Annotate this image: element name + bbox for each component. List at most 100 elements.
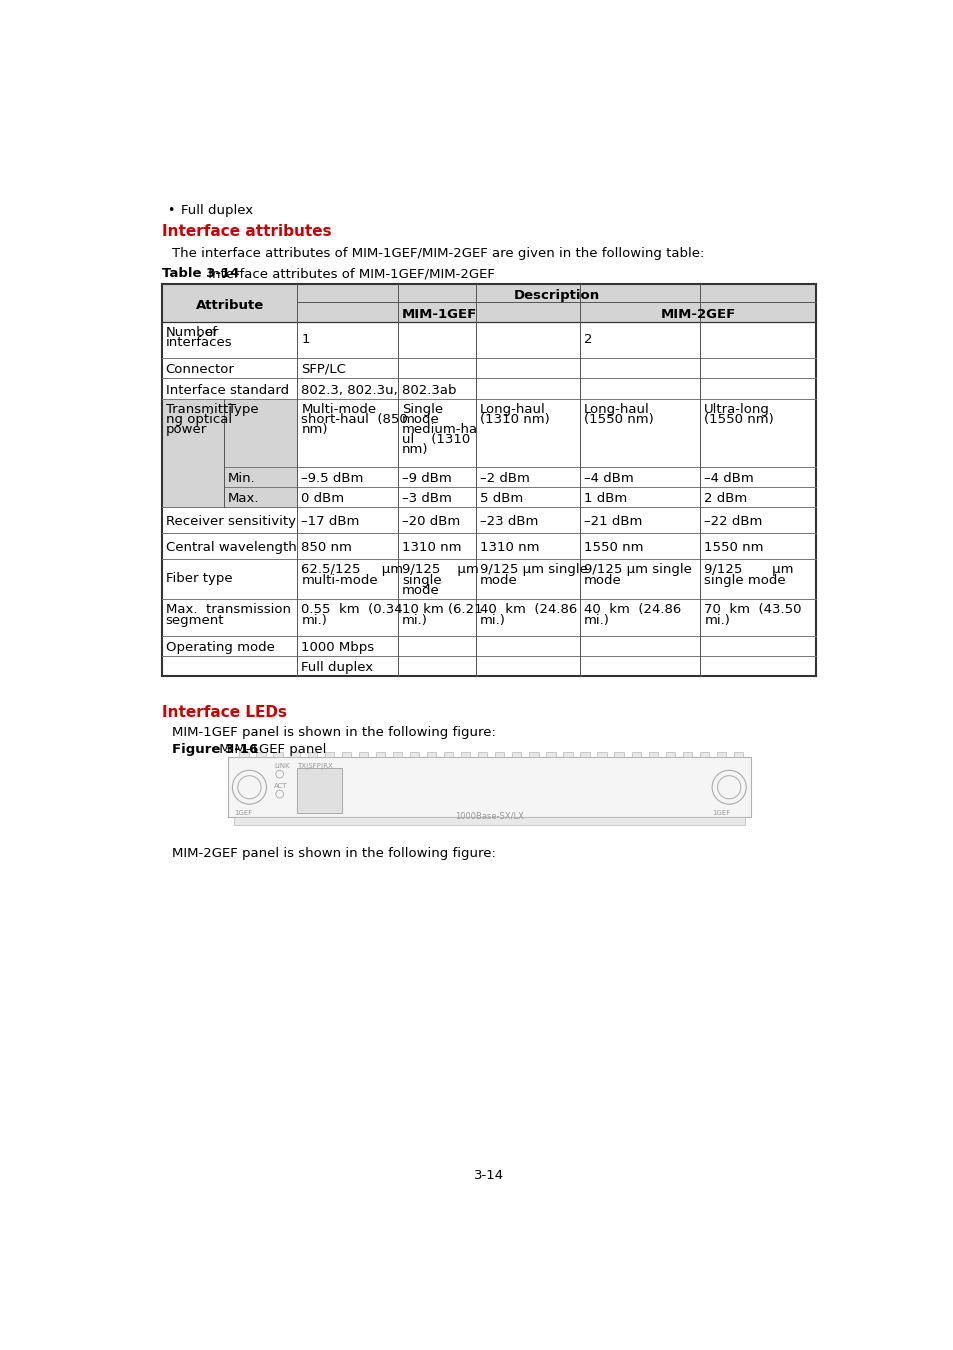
Bar <box>529 752 537 757</box>
Text: 1310 nm: 1310 nm <box>479 541 538 554</box>
Text: interfaces: interfaces <box>166 336 233 350</box>
Text: 40  km  (24.86: 40 km (24.86 <box>479 603 577 616</box>
Text: 3-14: 3-14 <box>474 1169 503 1183</box>
Bar <box>162 400 297 508</box>
Text: Interface standard: Interface standard <box>166 383 289 397</box>
Text: power: power <box>166 423 207 436</box>
Text: 2: 2 <box>583 333 592 346</box>
Text: –9.5 dBm: –9.5 dBm <box>301 471 363 485</box>
Bar <box>512 752 521 757</box>
Text: Table 3-14: Table 3-14 <box>162 267 239 281</box>
Text: Number: Number <box>166 325 219 339</box>
Text: Transmitti: Transmitti <box>166 404 232 416</box>
Text: Figure 3-16: Figure 3-16 <box>172 744 258 756</box>
Text: 70  km  (43.50: 70 km (43.50 <box>703 603 801 616</box>
Text: Long-haul: Long-haul <box>479 404 545 416</box>
Text: 9/125 µm single: 9/125 µm single <box>479 563 587 576</box>
Text: multi-mode: multi-mode <box>301 574 377 587</box>
Text: –4 dBm: –4 dBm <box>703 471 753 485</box>
Text: Description: Description <box>513 289 599 302</box>
Text: ul    (1310: ul (1310 <box>402 433 470 446</box>
Text: mi.): mi.) <box>583 614 610 626</box>
Bar <box>579 752 589 757</box>
Bar <box>443 752 453 757</box>
Bar <box>631 752 640 757</box>
Text: 1 dBm: 1 dBm <box>583 491 627 505</box>
Text: MIM-1GEF: MIM-1GEF <box>401 308 476 321</box>
Text: Full duplex: Full duplex <box>181 204 253 216</box>
Text: –21 dBm: –21 dBm <box>583 514 642 528</box>
Text: 850 nm: 850 nm <box>301 541 352 554</box>
Bar <box>699 752 708 757</box>
Bar <box>375 752 385 757</box>
Text: Max.: Max. <box>228 491 259 505</box>
Text: ACT: ACT <box>274 783 288 790</box>
Text: Long-haul: Long-haul <box>583 404 649 416</box>
Bar <box>733 752 742 757</box>
Text: 5 dBm: 5 dBm <box>479 491 522 505</box>
Text: single: single <box>402 574 441 587</box>
Bar <box>410 752 418 757</box>
Text: mode: mode <box>583 574 621 587</box>
Text: 1: 1 <box>301 333 310 346</box>
Bar <box>162 284 815 323</box>
Text: mi.): mi.) <box>479 614 505 626</box>
Text: Central wavelength: Central wavelength <box>166 541 296 554</box>
Text: mi.): mi.) <box>402 614 428 626</box>
Text: 2 dBm: 2 dBm <box>703 491 747 505</box>
Text: –17 dBm: –17 dBm <box>301 514 359 528</box>
Text: mi.): mi.) <box>703 614 729 626</box>
Text: Ultra-long: Ultra-long <box>703 404 769 416</box>
Text: mode: mode <box>402 585 439 597</box>
Bar <box>597 752 606 757</box>
Text: Type: Type <box>228 404 258 416</box>
Text: 802.3, 802.3u, 802.3ab: 802.3, 802.3u, 802.3ab <box>301 383 456 397</box>
Text: –23 dBm: –23 dBm <box>479 514 537 528</box>
Bar <box>307 752 316 757</box>
Bar <box>233 817 744 825</box>
Text: –2 dBm: –2 dBm <box>479 471 529 485</box>
Text: MIM-2GEF panel is shown in the following figure:: MIM-2GEF panel is shown in the following… <box>172 846 496 860</box>
Bar <box>495 752 504 757</box>
Bar <box>239 752 249 757</box>
Text: short-haul  (850: short-haul (850 <box>301 413 408 427</box>
Text: Min.: Min. <box>228 471 255 485</box>
Text: of: of <box>204 325 217 339</box>
Text: 40  km  (24.86: 40 km (24.86 <box>583 603 680 616</box>
Text: ng optical: ng optical <box>166 413 232 427</box>
Text: Fiber type: Fiber type <box>166 571 233 585</box>
Bar <box>291 752 299 757</box>
Text: 1000 Mbps: 1000 Mbps <box>301 641 375 653</box>
Text: segment: segment <box>166 614 224 626</box>
Bar <box>648 752 658 757</box>
Bar <box>341 752 351 757</box>
Text: –4 dBm: –4 dBm <box>583 471 634 485</box>
Text: nm): nm) <box>301 423 328 436</box>
Text: (1310 nm): (1310 nm) <box>479 413 549 427</box>
Text: MIM-1GEF panel is shown in the following figure:: MIM-1GEF panel is shown in the following… <box>172 726 496 740</box>
Text: –3 dBm: –3 dBm <box>402 491 452 505</box>
Text: The interface attributes of MIM-1GEF/MIM-2GEF are given in the following table:: The interface attributes of MIM-1GEF/MIM… <box>172 247 703 259</box>
Text: medium-ha: medium-ha <box>402 423 477 436</box>
Text: nm): nm) <box>402 443 428 456</box>
Bar <box>324 752 334 757</box>
Text: 1310 nm: 1310 nm <box>402 541 461 554</box>
Bar <box>256 752 266 757</box>
Text: mode: mode <box>402 413 439 427</box>
Bar <box>562 752 572 757</box>
Text: 9/125 µm single: 9/125 µm single <box>583 563 691 576</box>
Bar <box>614 752 623 757</box>
Bar <box>427 752 436 757</box>
Text: Connector: Connector <box>166 363 234 375</box>
Bar <box>460 752 470 757</box>
Text: Interface attributes of MIM-1GEF/MIM-2GEF: Interface attributes of MIM-1GEF/MIM-2GE… <box>204 267 494 281</box>
Bar <box>665 752 674 757</box>
Text: –9 dBm: –9 dBm <box>402 471 452 485</box>
Text: MIM-1GEF panel: MIM-1GEF panel <box>215 744 326 756</box>
Text: Interface LEDs: Interface LEDs <box>162 705 287 720</box>
Bar <box>358 752 368 757</box>
Bar <box>297 768 342 813</box>
Text: 9/125       µm: 9/125 µm <box>703 563 793 576</box>
Text: –20 dBm: –20 dBm <box>402 514 460 528</box>
Bar <box>477 752 487 757</box>
